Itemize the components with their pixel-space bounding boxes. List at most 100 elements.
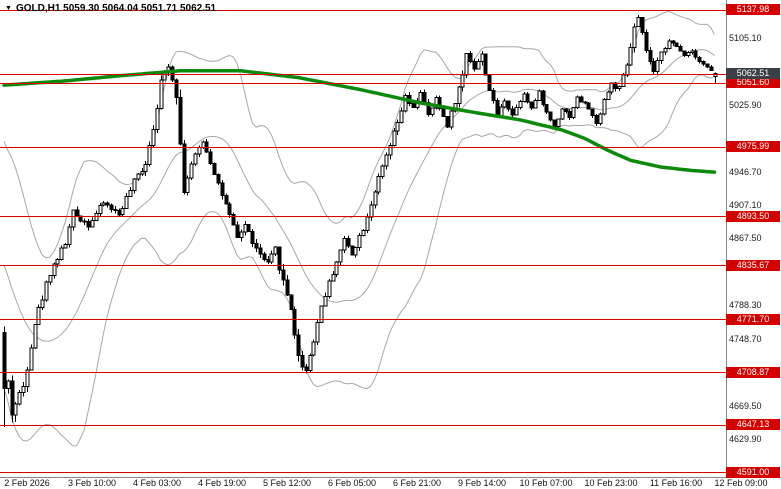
- candle-body: [189, 163, 194, 179]
- price-axis-label: 5105.10: [729, 33, 762, 43]
- candle-body: [384, 154, 389, 167]
- candle-body: [560, 108, 565, 120]
- time-axis-label: 10 Feb 23:00: [584, 478, 638, 488]
- candle-body: [518, 101, 523, 108]
- candle-body: [586, 102, 591, 110]
- candle-body: [537, 90, 542, 101]
- candle-body: [331, 273, 336, 282]
- candle-body: [124, 196, 129, 210]
- price-axis-separator: [726, 0, 727, 477]
- candle-body: [262, 253, 267, 260]
- candle-body: [445, 115, 450, 128]
- candle-body: [21, 386, 26, 393]
- candle-body: [671, 40, 676, 44]
- price-axis-label: 5025.90: [729, 100, 762, 110]
- candle-body: [705, 63, 710, 68]
- candle-body: [617, 86, 622, 90]
- ma-green-line: [2, 69, 717, 174]
- candle-body: [693, 50, 698, 58]
- time-axis-label: 4 Feb 03:00: [132, 478, 182, 488]
- candle-body: [346, 237, 351, 247]
- time-axis-label: 9 Feb 14:00: [457, 478, 507, 488]
- candle-body: [567, 111, 572, 119]
- candle-body: [109, 204, 114, 211]
- candle-body: [353, 246, 358, 256]
- candle-body: [113, 209, 118, 212]
- time-axis-label: 10 Feb 07:00: [519, 478, 573, 488]
- candle-body: [441, 107, 446, 117]
- candle-body: [170, 66, 175, 81]
- level-price-badge: 4835.67: [726, 260, 780, 271]
- candle-body: [468, 52, 473, 63]
- candle-body: [216, 174, 221, 184]
- candle-body: [483, 53, 488, 76]
- candle-body: [44, 281, 49, 301]
- candle-body: [151, 129, 156, 147]
- candle-body: [269, 253, 274, 263]
- candle-body: [212, 163, 217, 176]
- candle-body: [464, 52, 469, 76]
- price-chart[interactable]: [0, 0, 726, 477]
- bollinger-middle-line: [3, 49, 715, 342]
- candle-body: [533, 99, 538, 109]
- price-axis-label: 4788.30: [729, 300, 762, 310]
- candle-body: [403, 94, 408, 112]
- time-axis-label: 6 Feb 21:00: [392, 478, 442, 488]
- chart-title-text: GOLD,H1 5059.30 5064.04 5051.71 5062.51: [15, 3, 217, 14]
- candle-body: [529, 101, 534, 109]
- candle-body: [132, 178, 137, 192]
- candle-body: [2, 332, 7, 389]
- candle-body: [613, 82, 618, 90]
- symbol-marker-icon: ▼: [5, 4, 12, 12]
- candle-body: [525, 93, 530, 103]
- candle-body: [674, 42, 679, 47]
- candle-body: [365, 216, 370, 232]
- price-axis-label: 4669.50: [729, 401, 762, 411]
- candle-body: [147, 145, 152, 165]
- candle-body: [678, 46, 683, 52]
- candle-body: [82, 220, 87, 223]
- candle-body: [311, 341, 316, 356]
- bollinger-lower-line: [3, 74, 715, 447]
- candle-body: [55, 259, 60, 265]
- candle-body: [606, 91, 611, 101]
- candle-body: [98, 204, 103, 215]
- price-axis-label: 4907.10: [729, 200, 762, 210]
- candle-body: [143, 163, 148, 172]
- candle-body: [380, 165, 385, 178]
- candle-body: [90, 219, 95, 228]
- candle-body: [663, 48, 668, 53]
- candle-body: [246, 224, 251, 232]
- candle-body: [250, 230, 255, 245]
- candle-body: [640, 17, 645, 33]
- candle-body: [602, 99, 607, 115]
- candle-body: [510, 108, 515, 116]
- candle-body: [437, 97, 442, 109]
- candle-body: [541, 90, 546, 106]
- candle-body: [105, 202, 110, 206]
- candle-body: [342, 237, 347, 251]
- candle-body: [220, 182, 225, 196]
- candle-body: [101, 202, 106, 206]
- candle-body: [140, 170, 145, 175]
- candle-body: [598, 113, 603, 125]
- candle-body: [399, 110, 404, 123]
- candle-body: [373, 191, 378, 206]
- time-axis-label: 4 Feb 19:00: [197, 478, 247, 488]
- candle-body: [224, 194, 229, 205]
- level-price-badge: 5137.98: [726, 4, 780, 15]
- candle-body: [185, 177, 190, 194]
- price-axis-label: 4946.70: [729, 167, 762, 177]
- candle-body: [659, 51, 664, 62]
- level-price-badge: 4591.00: [726, 467, 780, 478]
- level-price-badge: 4708.87: [726, 367, 780, 378]
- candle-body: [323, 296, 328, 307]
- candle-body: [682, 50, 687, 56]
- candle-body: [281, 269, 286, 281]
- level-price-badge: 4893.50: [726, 211, 780, 222]
- candle-body: [564, 108, 569, 113]
- candle-body: [29, 347, 34, 371]
- candle-body: [197, 147, 202, 155]
- candle-body: [449, 110, 454, 128]
- candle-body: [319, 305, 324, 323]
